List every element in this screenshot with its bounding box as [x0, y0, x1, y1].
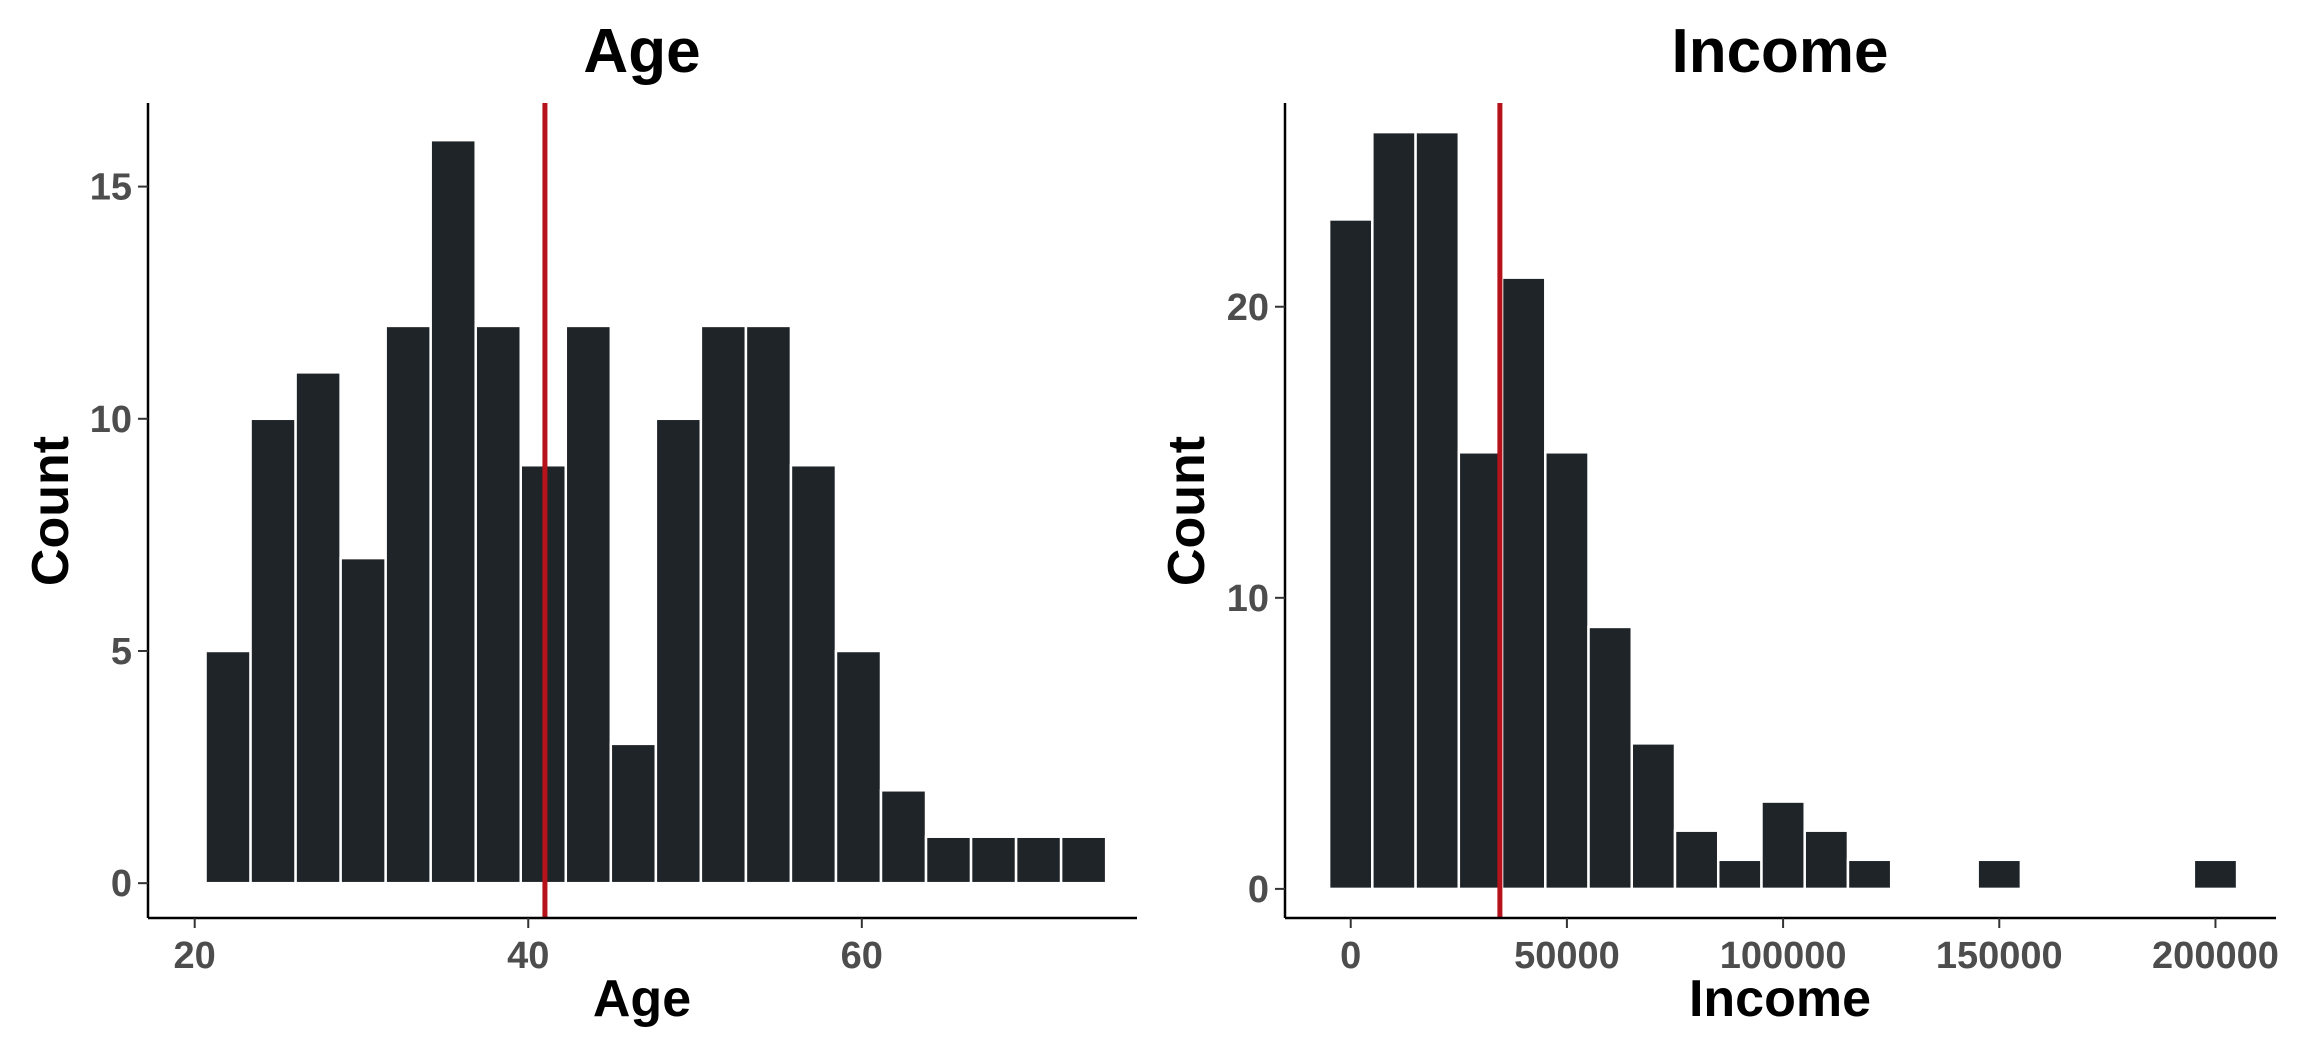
age-bar	[1014, 835, 1063, 885]
income-x-tick-label: 50000	[1514, 935, 1620, 977]
age-x-ticks: 20 40 60	[174, 918, 883, 977]
income-bar	[1500, 276, 1547, 891]
income-x-tick-label: 100000	[1720, 935, 1847, 977]
income-bar	[1630, 742, 1677, 891]
income-chart-title: Income	[1671, 17, 1888, 86]
age-x-tick-label: 40	[507, 935, 549, 977]
age-bar	[339, 556, 387, 885]
age-bar	[969, 835, 1018, 885]
age-bar	[834, 649, 883, 885]
age-x-axis-title: Age	[593, 970, 691, 1028]
age-bar	[789, 463, 838, 885]
age-bar	[879, 789, 928, 885]
age-y-tick-label: 10	[90, 399, 132, 441]
income-bar	[1760, 800, 1806, 891]
age-bar	[564, 324, 613, 885]
income-bar	[1414, 130, 1461, 891]
age-y-ticks: 0 5 10 15	[90, 167, 148, 905]
income-bar	[1327, 218, 1374, 891]
income-bar	[1803, 829, 1850, 891]
age-bar	[609, 742, 658, 885]
age-bar	[204, 649, 252, 885]
age-y-tick-label: 5	[111, 631, 132, 673]
age-chart-title: Age	[583, 17, 700, 86]
income-bar	[1544, 451, 1590, 891]
age-bar	[249, 417, 297, 885]
age-bar	[744, 324, 793, 885]
income-bar	[1371, 130, 1417, 891]
age-x-tick-label: 20	[174, 935, 216, 977]
income-y-axis-title: Count	[1158, 436, 1216, 586]
income-bar	[1457, 451, 1504, 891]
income-x-tick-label: 0	[1340, 935, 1361, 977]
income-y-ticks: 0 10 20	[1227, 287, 1285, 911]
age-y-axis-title: Count	[22, 436, 80, 586]
income-x-axis-title: Income	[1689, 970, 1871, 1028]
age-bar	[699, 324, 748, 885]
age-bar	[294, 371, 342, 885]
income-x-ticks: 0 50000 100000 150000 200000	[1340, 918, 2279, 977]
age-bar	[1059, 835, 1108, 885]
income-y-tick-label: 20	[1227, 287, 1269, 329]
income-bars	[1327, 130, 2239, 891]
age-histogram-panel: Age 20 40 60 0 5 10 15 Age Count	[22, 17, 1137, 1028]
income-bar	[1976, 858, 2023, 891]
income-bar	[1716, 858, 1763, 891]
age-x-tick-label: 60	[841, 935, 883, 977]
income-bar	[1846, 858, 1893, 891]
income-bar	[1673, 829, 1720, 891]
income-y-tick-label: 0	[1248, 869, 1269, 911]
age-bars	[204, 138, 1108, 885]
income-x-tick-label: 150000	[1936, 935, 2063, 977]
age-y-tick-label: 15	[90, 167, 132, 209]
income-bar	[2192, 858, 2239, 891]
age-bar	[384, 324, 432, 885]
income-y-tick-label: 10	[1227, 578, 1269, 620]
age-bar	[429, 138, 477, 885]
income-x-tick-label: 200000	[2152, 935, 2279, 977]
income-histogram-panel: Income 0 50000 100000 150000 200000 0 10 20 In…	[1158, 17, 2279, 1028]
age-bar	[924, 835, 973, 885]
age-y-tick-label: 0	[111, 863, 132, 905]
age-bar	[654, 417, 703, 885]
income-bar	[1587, 625, 1634, 891]
age-bar	[474, 324, 523, 885]
